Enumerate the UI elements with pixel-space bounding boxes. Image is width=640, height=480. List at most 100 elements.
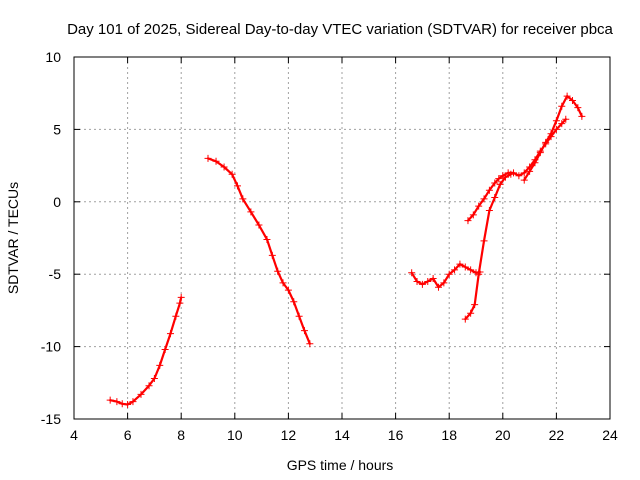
- x-tick-label: 14: [334, 427, 350, 443]
- data-point-marker: [118, 400, 126, 408]
- grid-lines: [74, 57, 610, 419]
- data-point-marker: [467, 266, 475, 274]
- series-line: [109, 296, 183, 406]
- series-segment-1: [106, 293, 185, 409]
- data-point-marker: [552, 125, 560, 133]
- x-tick-label: 10: [227, 427, 243, 443]
- data-series: [106, 92, 586, 409]
- data-point-marker: [290, 298, 298, 306]
- data-point-marker: [247, 208, 255, 216]
- data-point-marker: [440, 279, 448, 287]
- data-point-marker: [469, 211, 477, 219]
- data-point-marker: [300, 327, 308, 335]
- data-point-marker: [106, 396, 114, 404]
- x-axis-label: GPS time / hours: [287, 457, 394, 473]
- x-tick-label: 22: [549, 427, 565, 443]
- data-point-marker: [461, 263, 469, 271]
- data-point-marker: [172, 312, 180, 320]
- data-point-marker: [124, 401, 132, 409]
- x-tick-label: 8: [177, 427, 185, 443]
- data-point-marker: [515, 172, 523, 180]
- data-point-marker: [166, 330, 174, 338]
- data-point-marker: [255, 221, 263, 229]
- data-point-marker: [204, 154, 212, 162]
- series-segment-2: [204, 154, 314, 348]
- data-point-marker: [491, 179, 499, 187]
- data-point-marker: [161, 345, 169, 353]
- data-point-marker: [418, 280, 426, 288]
- x-tick-label: 20: [495, 427, 511, 443]
- data-point-marker: [536, 149, 544, 157]
- chart-title: Day 101 of 2025, Sidereal Day-to-day VTE…: [67, 21, 613, 38]
- y-tick-label: 10: [45, 49, 61, 65]
- data-point-marker: [233, 182, 241, 190]
- data-point-marker: [434, 283, 442, 291]
- data-point-marker: [408, 269, 416, 277]
- data-point-marker: [475, 270, 483, 278]
- data-point-marker: [279, 279, 287, 287]
- data-point-marker: [563, 92, 571, 100]
- series-segment-3: [408, 260, 484, 291]
- x-tick-label: 4: [70, 427, 78, 443]
- data-point-marker: [268, 251, 276, 259]
- data-point-marker: [461, 315, 469, 323]
- data-point-marker: [485, 186, 493, 194]
- data-point-marker: [558, 102, 566, 110]
- data-point-marker: [496, 180, 504, 188]
- y-tick-label: -10: [41, 339, 61, 355]
- data-point-marker: [491, 193, 499, 201]
- data-point-marker: [456, 260, 464, 268]
- data-point-marker: [263, 235, 271, 243]
- x-tick-label: 6: [124, 427, 132, 443]
- data-point-marker: [480, 195, 488, 203]
- data-point-marker: [137, 390, 145, 398]
- data-point-marker: [520, 176, 528, 184]
- data-point-marker: [228, 170, 236, 178]
- data-point-marker: [471, 301, 479, 309]
- y-tick-label: 5: [53, 121, 61, 137]
- data-point-marker: [176, 299, 184, 307]
- data-point-marker: [429, 275, 437, 283]
- data-point-marker: [295, 312, 303, 320]
- series-line: [523, 95, 583, 182]
- data-point-marker: [150, 374, 158, 382]
- data-point-marker: [424, 277, 432, 285]
- data-point-marker: [578, 112, 586, 120]
- data-point-marker: [177, 293, 185, 301]
- data-point-marker: [542, 138, 550, 146]
- data-point-marker: [574, 104, 582, 112]
- y-tick-label: 0: [53, 194, 61, 210]
- series-line: [206, 157, 311, 345]
- y-axis-label: SDTVAR / TECUs: [5, 182, 21, 294]
- data-point-marker: [499, 172, 507, 180]
- data-point-marker: [531, 159, 539, 167]
- data-point-marker: [510, 169, 518, 177]
- data-point-marker: [526, 167, 534, 175]
- x-tick-label: 24: [602, 427, 618, 443]
- data-point-marker: [113, 398, 121, 406]
- series-segment-5: [464, 115, 570, 225]
- data-point-marker: [212, 157, 220, 165]
- series-line: [466, 118, 567, 222]
- data-point-marker: [274, 267, 282, 275]
- data-point-marker: [485, 206, 493, 214]
- data-point-marker: [480, 237, 488, 245]
- x-tick-label: 18: [441, 427, 457, 443]
- x-tick-label: 16: [388, 427, 404, 443]
- data-point-marker: [467, 309, 475, 317]
- data-point-marker: [145, 382, 153, 390]
- data-point-marker: [464, 217, 472, 225]
- data-point-marker: [156, 361, 164, 369]
- y-tick-label: -15: [41, 411, 61, 427]
- data-point-marker: [562, 115, 570, 123]
- series-line: [464, 173, 512, 321]
- data-point-marker: [558, 120, 566, 128]
- data-point-marker: [568, 96, 576, 104]
- data-point-marker: [129, 398, 137, 406]
- data-point-marker: [413, 277, 421, 285]
- x-tick-label: 12: [281, 427, 297, 443]
- data-point-marker: [284, 286, 292, 294]
- series-segment-4: [461, 170, 515, 323]
- data-point-marker: [451, 266, 459, 274]
